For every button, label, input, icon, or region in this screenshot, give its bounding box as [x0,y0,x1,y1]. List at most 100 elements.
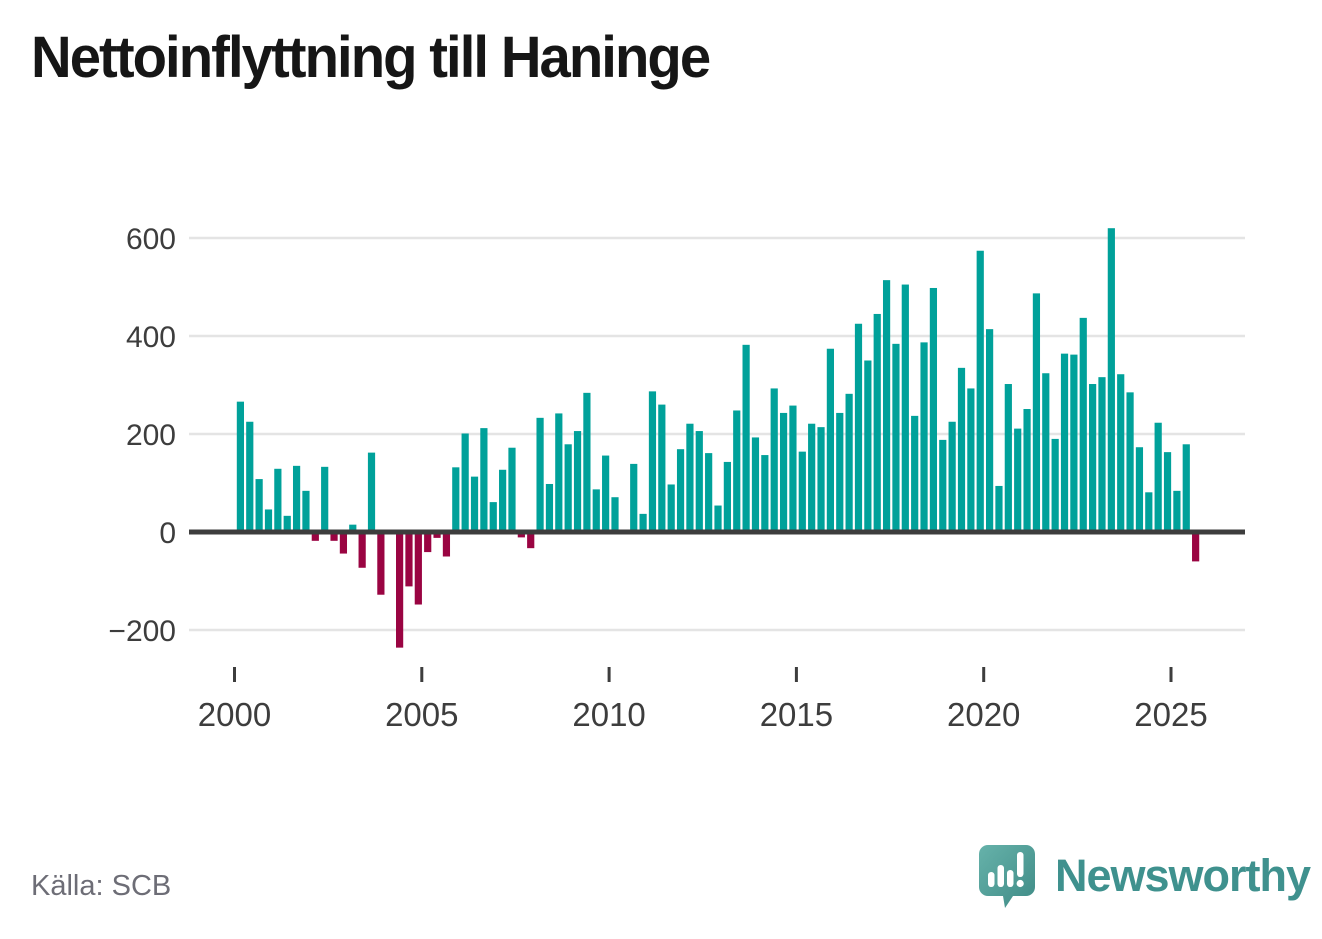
bar-2022K3 [1079,317,1087,532]
exclamation-dot [1016,879,1024,888]
bar-2013K1 [723,461,731,532]
bar-2015K1 [798,451,806,532]
x-tick-label-2005: 2005 [385,696,458,733]
bar-2012K3 [705,453,713,532]
bar-2003K2 [358,532,366,568]
mini-bar-1 [988,872,995,887]
y-tick-label-0: 0 [159,517,176,550]
bar-2024K2 [1145,492,1153,532]
bar-2004K3 [405,532,413,587]
bar-2016K2 [845,393,853,532]
bar-2000K1 [236,401,244,532]
bar-2021K4 [1051,438,1059,532]
bar-2021K2 [1032,293,1041,532]
bar-2019K1 [948,421,956,532]
bar-2018K4 [939,439,947,532]
newsworthy-brand: Newsworthy [979,845,1311,909]
bar-2003K1 [349,524,357,532]
x-tick-label-2010: 2010 [572,696,645,733]
bar-2003K4 [377,532,385,595]
bar-2024K1 [1135,447,1144,532]
bar-2008K4 [564,444,572,532]
bar-2024K4 [1163,452,1172,532]
bar-2006K3 [480,428,488,532]
y-tick-label-200: 200 [126,419,176,452]
bar-2021K1 [1023,409,1031,532]
bar-2017K2 [882,280,891,532]
bar-2009K1 [573,431,582,532]
bar-2020K4 [1014,428,1022,532]
mini-bar-2 [997,865,1004,887]
bar-2015K2 [808,423,816,532]
y-tick-label-400: 400 [126,321,176,354]
chart-title: Nettoinflyttning till Haninge [31,25,711,90]
bar-2001K4 [302,490,310,532]
y-tick-label--200: −200 [108,615,176,648]
bar-2011K1 [648,391,657,532]
y-tick-label-600: 600 [126,223,176,256]
bar-2005K1 [424,532,432,553]
x-tick-label-2000: 2000 [198,696,271,733]
bar-2014K3 [779,412,788,532]
newsworthy-logo-text: Newsworthy [1055,850,1311,901]
bar-2011K2 [658,404,666,532]
bar-2011K4 [676,449,685,532]
bar-2018K3 [929,287,938,532]
bar-2005K3 [442,532,451,557]
bar-2019K2 [957,367,966,532]
newsworthy-logo-icon [979,845,1035,908]
bar-2025K2 [1182,444,1190,532]
bar-2022K4 [1089,384,1097,532]
bar-2024K3 [1154,422,1162,532]
x-tick-label-2020: 2020 [947,696,1020,733]
bar-2006K2 [470,476,479,532]
bar-2015K4 [826,348,834,532]
bar-2007K1 [499,469,507,532]
exclamation-stem [1017,852,1024,877]
bar-2022K2 [1070,354,1078,532]
bar-2025K3 [1192,532,1200,562]
bar-2013K4 [751,437,760,532]
bar-2006K4 [489,502,497,532]
bar-2007K2 [508,447,516,532]
bar-2012K4 [714,505,722,532]
bar-2025K1 [1173,490,1181,532]
bar-2023K3 [1117,374,1125,532]
bar-2020K1 [986,329,994,532]
bar-2000K2 [246,421,254,532]
bar-2013K3 [742,344,750,532]
bar-2008K2 [545,483,554,532]
bar-2020K3 [1004,384,1012,532]
bar-2007K4 [527,532,535,549]
bar-2001K2 [283,515,291,532]
bar-2014K1 [761,455,769,532]
bar-2016K1 [836,412,844,532]
bar-2016K4 [864,360,872,532]
bar-2004K2 [396,532,404,648]
bar-2014K4 [789,405,797,532]
bar-2013K2 [733,410,741,532]
bar-2000K4 [264,509,273,532]
bar-2005K2 [433,532,441,538]
bar-2009K4 [602,455,610,532]
bar-2016K3 [854,323,863,532]
bar-2011K3 [667,484,675,532]
mini-bar-3 [1007,870,1014,887]
bar-2010K1 [611,497,619,532]
bar-2009K3 [592,489,600,532]
bar-2004K4 [414,532,422,605]
bar-2001K1 [274,468,282,532]
bar-2018K2 [920,342,928,532]
bar-2008K1 [536,417,544,532]
bar-2023K4 [1126,392,1134,532]
bar-2020K2 [995,485,1003,532]
bar-2002K2 [321,466,329,532]
bar-2003K3 [367,452,376,532]
bar-2018K1 [911,415,919,532]
bar-2009K2 [583,392,591,532]
bar-2000K3 [255,479,263,532]
x-tick-label-2025: 2025 [1134,696,1207,733]
bar-2006K1 [461,433,469,532]
